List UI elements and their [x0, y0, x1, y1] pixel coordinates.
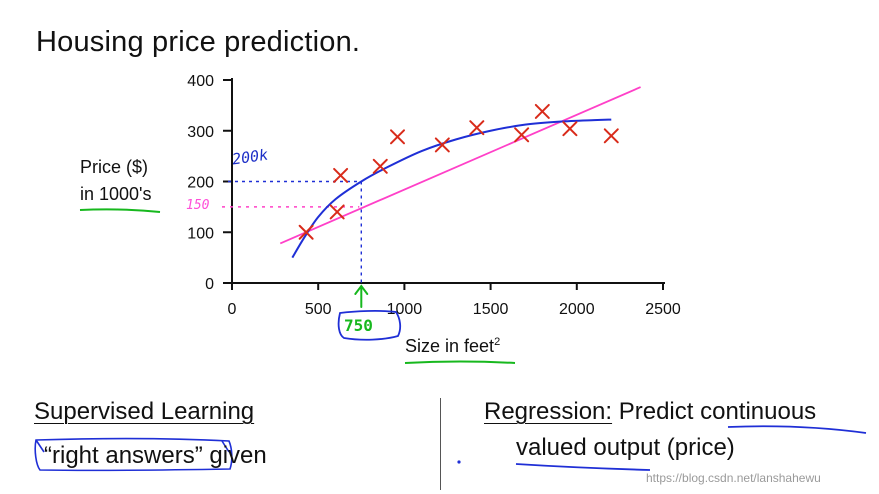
x-tick-label-2000: 2000 — [559, 301, 595, 318]
chart-axes: 0 500 1000 1500 2000 2500 0 100 200 300 400 — [187, 73, 681, 318]
underline-continuous — [727, 425, 867, 434]
data-point-7 — [514, 127, 530, 143]
green-arrow — [354, 284, 369, 308]
y-axis-label-line2: in 1000's — [80, 184, 152, 204]
circle-750 — [337, 310, 402, 341]
chart-points — [298, 103, 619, 240]
pen-dot — [457, 460, 461, 464]
data-point-4 — [390, 129, 406, 145]
annotation-750: 750 — [344, 316, 373, 335]
data-point-1 — [329, 204, 345, 220]
y-axis-label: Price ($) in 1000's — [80, 154, 152, 208]
quote-marks-highlight — [35, 439, 230, 453]
data-point-9 — [562, 121, 578, 137]
y-tick-label-400: 400 — [187, 73, 214, 90]
watermark: https://blog.csdn.net/lanshahewu — [646, 471, 821, 485]
x-axis-label-text: Size in feet — [405, 336, 495, 356]
x-tick-label-1500: 1500 — [473, 301, 509, 318]
y-tick-label-200: 200 — [187, 175, 214, 192]
regression-description: Predict continuous — [612, 398, 817, 425]
x-axis-label-exponent: 2 — [494, 336, 501, 348]
y-axis-label-line1: Price ($) — [80, 157, 149, 177]
data-point-6 — [469, 120, 485, 136]
x-tick-label-0: 0 — [228, 301, 237, 318]
chart-annotations — [34, 180, 867, 472]
data-point-8 — [534, 103, 550, 119]
supervised-learning-heading: Supervised Learning — [34, 398, 255, 425]
y-tick-label-100: 100 — [187, 225, 214, 242]
circle-right-answers — [34, 437, 233, 472]
data-point-2 — [333, 167, 349, 183]
underline-xlabel — [404, 360, 516, 364]
x-tick-label-500: 500 — [305, 301, 332, 318]
data-point-10 — [603, 128, 619, 144]
x-tick-label-1000: 1000 — [387, 301, 423, 318]
chart-fit-lines — [279, 86, 641, 259]
x-tick-label-2500: 2500 — [645, 301, 681, 318]
data-point-0 — [298, 224, 314, 240]
y-tick-label-300: 300 — [187, 124, 214, 141]
right-answers-text: “right answers” given — [44, 442, 267, 469]
y-tick-label-0: 0 — [205, 276, 214, 293]
column-divider — [440, 398, 441, 490]
data-point-5 — [434, 137, 450, 153]
data-point-3 — [372, 158, 388, 174]
regression-heading: Regression: Predict continuous — [484, 398, 816, 426]
regression-term: Regression: — [484, 398, 613, 425]
underline-valued-output — [515, 463, 651, 471]
underline-ylabel — [79, 208, 161, 213]
straight-fit-line — [279, 86, 641, 245]
x-axis-label: Size in feet2 — [405, 336, 500, 357]
annotation-150: 150 — [186, 198, 210, 213]
curve-fit-line — [291, 118, 612, 259]
valued-output-text: valued output (price) — [516, 434, 735, 461]
slide-title: Housing price prediction. — [36, 26, 361, 58]
